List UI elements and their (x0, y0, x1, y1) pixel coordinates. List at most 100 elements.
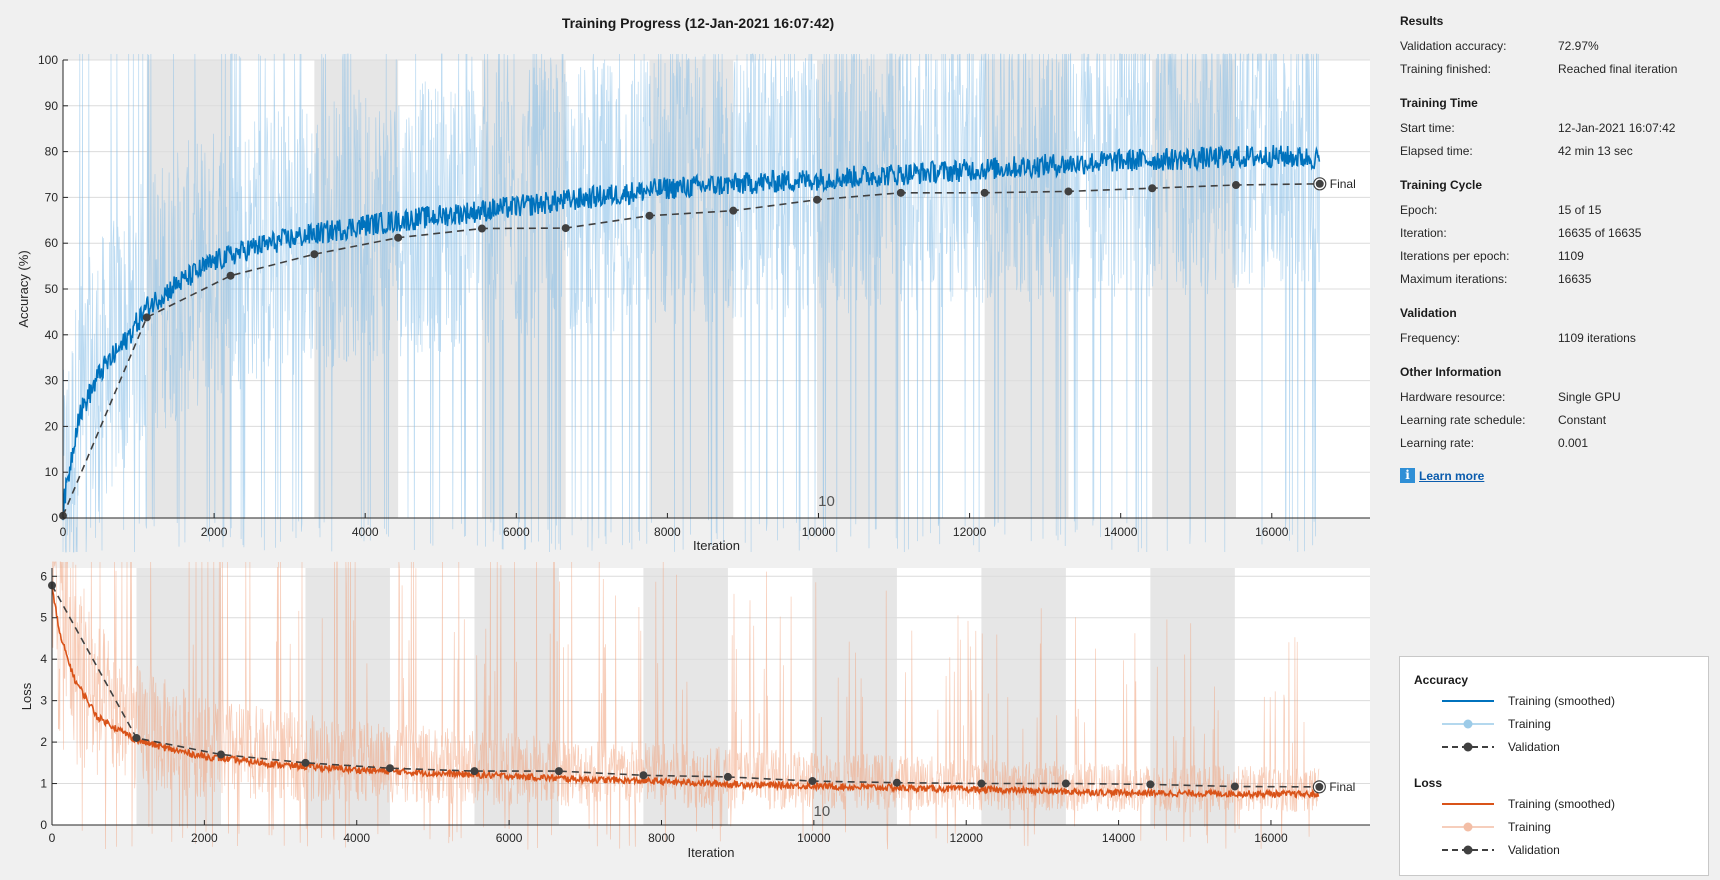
info-key: Maximum iterations: (1400, 271, 1508, 286)
section-title: Other Information (1400, 365, 1502, 379)
epoch-annotation: 10 (814, 803, 831, 820)
loss-x-axis-label: Iteration (688, 845, 735, 860)
learn-more-link-group[interactable]: i Learn more (1400, 468, 1710, 483)
y-tick-label: 30 (45, 374, 59, 388)
section-title: Results (1400, 14, 1444, 28)
info-row: Training finished: Reached final iteratio… (1400, 57, 1710, 80)
validation-point (385, 764, 394, 773)
validation-point (729, 206, 738, 215)
accuracy-x-axis-label: Iteration (693, 538, 740, 553)
final-label: Final (1329, 780, 1355, 794)
info-value: 0.001 (1558, 435, 1589, 450)
x-tick-label: 2000 (201, 525, 228, 539)
x-tick-label: 14000 (1104, 525, 1138, 539)
info-value: 15 of 15 (1558, 202, 1602, 217)
y-tick-label: 0 (51, 511, 58, 525)
validation-point (554, 767, 563, 776)
loss-training-smoothed-line (51, 582, 1320, 801)
info-key: Epoch: (1400, 202, 1438, 217)
info-row: Start time: 12-Jan-2021 16:07:42 (1400, 116, 1710, 139)
loss-y-axis-label: Loss (19, 682, 34, 710)
legend-item: Validation (1440, 842, 1560, 858)
x-tick-label: 2000 (191, 831, 218, 845)
y-tick-label: 4 (40, 652, 47, 666)
accuracy-validation-line (62, 183, 1320, 517)
validation-point (394, 233, 403, 242)
info-key: Iterations per epoch: (1400, 248, 1510, 263)
y-tick-label: 80 (45, 145, 59, 159)
legend-title-loss: Loss (1414, 776, 1443, 790)
y-tick-label: 10 (45, 465, 59, 479)
y-tick-label: 1 (40, 777, 47, 791)
info-value: Single GPU (1558, 389, 1621, 404)
legend-label: Training (smoothed) (1508, 797, 1615, 811)
loss-training-raw-line (52, 561, 1320, 850)
info-row: Frequency: 1109 iterations (1400, 326, 1710, 349)
validation-point (226, 271, 235, 280)
legend-swatch (1442, 700, 1494, 702)
validation-point (1064, 187, 1073, 196)
x-tick-label: 16000 (1255, 525, 1289, 539)
learn-more-link[interactable]: Learn more (1419, 468, 1485, 483)
validation-point (470, 767, 479, 776)
validation-point (1061, 779, 1070, 788)
x-tick-label: 0 (49, 831, 56, 845)
info-value: 72.97% (1558, 38, 1599, 53)
info-key: Iteration: (1400, 225, 1447, 240)
info-value: 1109 iterations (1558, 330, 1636, 345)
validation-point (1230, 782, 1239, 791)
legend-swatch (1442, 803, 1494, 805)
info-row: Epoch: 15 of 15 (1400, 198, 1710, 221)
x-tick-label: 10000 (797, 831, 831, 845)
accuracy-y-axis-label: Accuracy (%) (16, 250, 31, 327)
info-value: 42 min 13 sec (1558, 143, 1633, 158)
epoch-annotation: 10 (818, 493, 835, 510)
validation-point (896, 188, 905, 197)
x-tick-label: 0 (60, 525, 67, 539)
validation-point (310, 250, 319, 259)
info-value: 12-Jan-2021 16:07:42 (1558, 120, 1676, 135)
validation-point (639, 771, 648, 780)
validation-point (1315, 179, 1324, 188)
validation-point (477, 224, 486, 233)
info-row: Learning rate schedule: Constant (1400, 408, 1710, 431)
validation-point (142, 313, 151, 322)
x-tick-label: 10000 (802, 525, 836, 539)
validation-point (645, 211, 654, 220)
validation-point (980, 188, 989, 197)
legend-panel: Accuracy Training (smoothed) Training Valid… (1399, 656, 1709, 876)
validation-point (216, 750, 225, 759)
x-tick-label: 12000 (953, 525, 987, 539)
info-icon: i (1400, 468, 1415, 483)
final-label: Final (1330, 177, 1356, 191)
section-title: Training Time (1400, 96, 1478, 110)
info-value: Reached final iteration (1558, 61, 1678, 76)
info-row: Hardware resource: Single GPU (1400, 385, 1710, 408)
info-key: Validation accuracy: (1400, 38, 1507, 53)
info-key: Learning rate schedule: (1400, 412, 1526, 427)
legend-swatch (1442, 822, 1494, 832)
legend-label: Training (1508, 717, 1551, 731)
y-tick-label: 3 (40, 694, 47, 708)
loss-validation-line (51, 585, 1320, 788)
validation-point (1315, 782, 1324, 791)
info-row: Iteration: 16635 of 16635 (1400, 221, 1710, 244)
validation-point (1146, 780, 1155, 789)
y-tick-label: 100 (38, 53, 58, 67)
x-tick-label: 8000 (654, 525, 681, 539)
info-key: Elapsed time: (1400, 143, 1473, 158)
validation-point (1148, 184, 1157, 193)
y-tick-label: 60 (45, 236, 59, 250)
section-title: Validation (1400, 306, 1457, 320)
y-tick-label: 40 (45, 328, 59, 342)
info-panel: Results Validation accuracy: 72.97% Trainin… (1400, 12, 1710, 483)
page-title: Training Progress (12-Jan-2021 16:07:42) (561, 15, 835, 31)
validation-point (892, 778, 901, 787)
legend-label: Validation (1508, 740, 1560, 754)
info-value: 16635 (1558, 271, 1592, 286)
section-title: Training Cycle (1400, 178, 1483, 192)
legend-label: Training (smoothed) (1508, 694, 1615, 708)
y-tick-label: 0 (40, 818, 47, 832)
